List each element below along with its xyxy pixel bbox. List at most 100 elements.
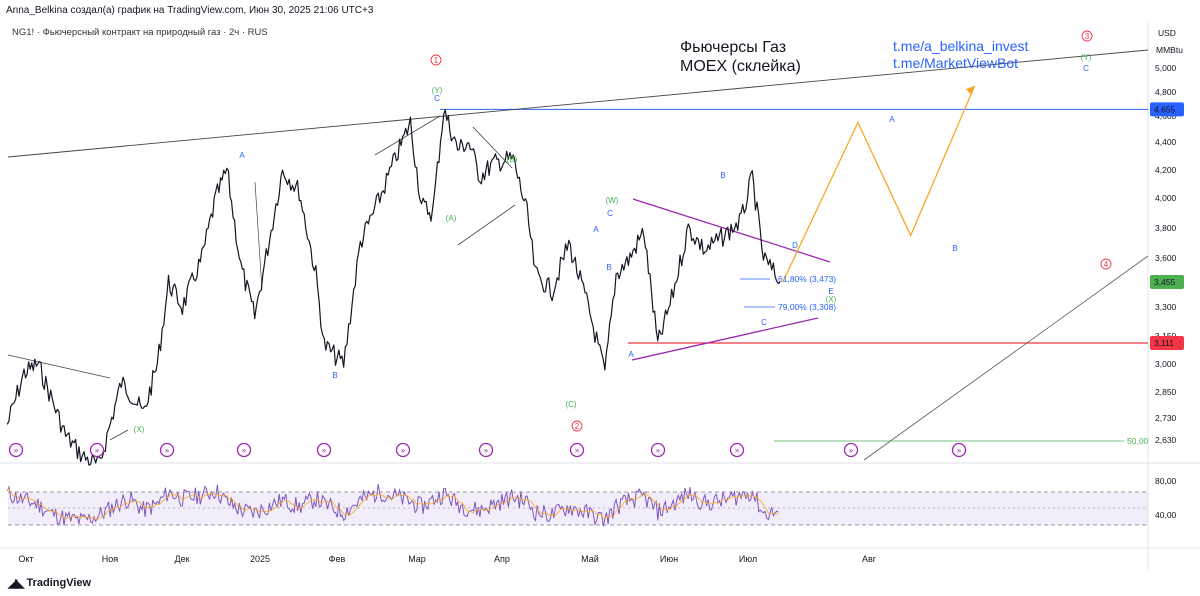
event-icon-glyph: »: [165, 446, 170, 455]
time-axis-tick: Ноя: [102, 554, 119, 564]
event-icon[interactable]: [89, 442, 105, 458]
time-axis-tick: Май: [581, 554, 599, 564]
wave-label: B: [952, 244, 957, 253]
circled-wave-marker: [430, 54, 442, 66]
fib-level-label: 61,80% (3,473): [778, 274, 836, 284]
projection-path[interactable]: [782, 85, 976, 283]
price-badge[interactable]: [1150, 102, 1184, 117]
chart-annotation-title: Фьючерсы Газ MOEX (склейка): [680, 38, 801, 76]
triangle-lower-line[interactable]: [631, 317, 819, 361]
left-small-line[interactable]: [109, 429, 129, 441]
wave-label: (Y): [432, 86, 443, 95]
price-axis-tick: 4,000: [1155, 193, 1177, 203]
event-icon[interactable]: [236, 442, 252, 458]
event-icon-glyph: »: [656, 446, 661, 455]
price-axis-tick: 3,300: [1155, 302, 1177, 312]
time-axis-tick: 2025: [250, 554, 270, 564]
price-badge-label: 3,111: [1154, 338, 1174, 348]
event-icon[interactable]: [316, 442, 332, 458]
wave-label: E: [828, 287, 833, 296]
wave-label: A: [889, 115, 895, 124]
wave-label: (C): [565, 400, 576, 409]
event-icon[interactable]: [8, 442, 24, 458]
symbol-description[interactable]: NG1! · Фьючерсный контракт на природный …: [12, 27, 268, 38]
promo-link-2: t.me/MarketViewBot: [893, 55, 1019, 71]
rsi-line[interactable]: [6, 484, 779, 527]
event-icon[interactable]: [729, 442, 745, 458]
event-icon-glyph: »: [322, 446, 327, 455]
price-pane[interactable]: [0, 22, 1148, 462]
price-badge[interactable]: [1150, 336, 1184, 350]
event-icon[interactable]: [843, 442, 859, 458]
wave-label: B: [332, 371, 337, 380]
wave-label: (W): [606, 196, 619, 205]
price-axis-currency: USD: [1158, 28, 1176, 38]
level-50-label: 50,00: [1127, 436, 1149, 446]
rsi-ma-line[interactable]: [6, 488, 779, 520]
wave-label: C: [1083, 64, 1089, 73]
annotation-title-line2: MOEX (склейка): [680, 58, 801, 75]
promo-links: t.me/a_belkina_invest t.me/MarketViewBot: [893, 38, 1028, 72]
price-axis-tick: 4,400: [1155, 137, 1177, 147]
event-icon[interactable]: [569, 442, 585, 458]
apr-channel-lower[interactable]: [457, 204, 516, 246]
tradingview-logo-text: TradingView: [26, 577, 92, 589]
event-icon[interactable]: [159, 442, 175, 458]
time-axis-tick: Авг: [862, 554, 877, 564]
price-badge-label: 3,455: [1154, 277, 1176, 287]
wave-label: (Y): [1081, 53, 1092, 62]
dec-line[interactable]: [254, 181, 263, 291]
left-trendline[interactable]: [7, 354, 111, 379]
lower-trendline[interactable]: [863, 255, 1149, 461]
wave-label: C: [607, 209, 613, 218]
price-axis-tick: 3,000: [1155, 359, 1177, 369]
time-axis-tick: Июл: [739, 554, 757, 564]
projection-arrowhead: [965, 86, 975, 95]
event-icon[interactable]: [395, 442, 411, 458]
wave-label: B: [606, 263, 611, 272]
circled-wave-marker: [1100, 258, 1112, 270]
event-icon[interactable]: [951, 442, 967, 458]
price-badge-label: 4,655: [1154, 104, 1176, 114]
tradingview-logo-icon: ◢◣: [8, 576, 25, 590]
event-icon[interactable]: [650, 442, 666, 458]
price-axis-tick: 4,800: [1155, 87, 1177, 97]
event-icon-glyph: »: [957, 446, 962, 455]
mar-channel-line[interactable]: [374, 115, 441, 156]
wave-label: B: [720, 171, 725, 180]
tradingview-logo[interactable]: ◢◣ TradingView: [8, 576, 91, 590]
event-icon-glyph: »: [95, 446, 100, 455]
wave-label: C: [434, 94, 440, 103]
time-axis-tick: Мар: [408, 554, 426, 564]
price-axis-tick: 3,600: [1155, 253, 1177, 263]
event-icon-glyph: »: [14, 446, 19, 455]
price-axis-tick: 5,000: [1155, 63, 1177, 73]
time-axis-tick: Июн: [660, 554, 678, 564]
price-series-line[interactable]: [6, 109, 781, 466]
price-axis-tick: 2,630: [1155, 435, 1177, 445]
wave-label: A: [593, 225, 599, 234]
circled-wave-number: 2: [575, 422, 580, 431]
upper-trendline[interactable]: [7, 49, 1149, 158]
fib-level-label: 79,00% (3,308): [778, 302, 836, 312]
circled-wave-marker: [571, 420, 583, 432]
price-badge[interactable]: [1150, 275, 1184, 289]
time-axis-tick: Апр: [494, 554, 510, 564]
rsi-axis-tick: 80,00: [1155, 476, 1177, 486]
event-icon-glyph: »: [849, 446, 854, 455]
wave-label: (B): [507, 155, 518, 164]
circled-wave-number: 4: [1104, 260, 1109, 269]
circled-wave-marker: [1081, 30, 1093, 42]
time-axis-tick: Фев: [329, 554, 346, 564]
wave-label: D: [792, 241, 798, 250]
event-icon-glyph: »: [484, 446, 489, 455]
event-icon-glyph: »: [575, 446, 580, 455]
chart-credit: Anna_Belkina создал(а) график на Trading…: [6, 5, 374, 16]
circled-wave-number: 3: [1085, 32, 1090, 41]
circled-wave-number: 1: [434, 56, 439, 65]
price-axis-unit: MMBtu: [1156, 45, 1183, 55]
event-icon-glyph: »: [735, 446, 740, 455]
event-icon[interactable]: [478, 442, 494, 458]
event-icon-glyph: »: [242, 446, 247, 455]
